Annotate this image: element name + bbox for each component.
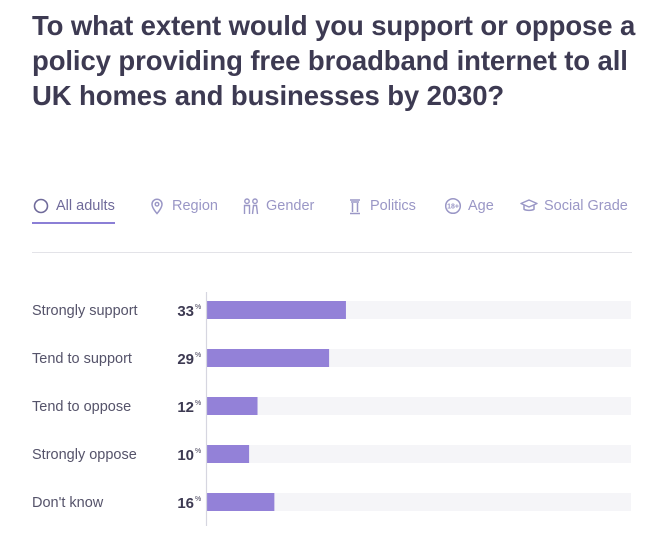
percent-sign: % xyxy=(195,304,201,311)
value-label: 33 xyxy=(177,303,194,320)
active-tab-underline xyxy=(32,222,115,224)
value-label: 16 xyxy=(177,495,194,512)
tab-age[interactable]: 18+ Age xyxy=(444,194,494,218)
bar-track xyxy=(207,349,631,367)
value-label: 29 xyxy=(177,351,194,368)
tab-social-grade-label: Social Grade xyxy=(544,198,628,214)
divider xyxy=(32,252,632,253)
age-icon: 18+ xyxy=(444,197,462,215)
percent-sign: % xyxy=(195,400,201,407)
bar xyxy=(207,349,330,367)
percent-sign: % xyxy=(195,496,201,503)
tab-gender[interactable]: Gender xyxy=(242,194,314,218)
tab-politics-label: Politics xyxy=(370,198,416,214)
page-title: To what extent would you support or oppo… xyxy=(32,10,636,111)
bar xyxy=(207,493,275,511)
tab-gender-label: Gender xyxy=(266,198,315,214)
bar xyxy=(207,445,250,463)
tab-region[interactable]: Region xyxy=(148,194,218,218)
tab-all-adults-label: All adults xyxy=(56,198,115,214)
bar xyxy=(207,301,346,319)
category-label: Don't know xyxy=(32,495,104,511)
gender-icon xyxy=(242,197,260,215)
value-label: 10 xyxy=(177,447,194,464)
category-label: Tend to oppose xyxy=(32,399,131,415)
tab-region-label: Region xyxy=(172,198,218,214)
bar-track xyxy=(207,493,631,511)
tab-politics[interactable]: Politics xyxy=(346,194,416,218)
bar-track xyxy=(207,397,631,415)
breakdown-tabs: All adults Region Gender Politics 18+ Ag… xyxy=(32,194,632,226)
bar-track xyxy=(207,301,631,319)
pillar-icon xyxy=(346,197,364,215)
tab-all-adults[interactable]: All adults xyxy=(32,194,115,224)
percent-sign: % xyxy=(195,352,201,359)
category-label: Strongly oppose xyxy=(32,447,137,463)
percent-sign: % xyxy=(195,448,201,455)
tab-age-label: Age xyxy=(468,198,494,214)
bar xyxy=(207,397,258,415)
bar-track xyxy=(207,445,631,463)
value-label: 12 xyxy=(177,399,194,416)
category-label: Tend to support xyxy=(32,351,132,367)
category-label: Strongly support xyxy=(32,303,138,319)
map-pin-icon xyxy=(148,197,166,215)
svg-text:18+: 18+ xyxy=(447,204,459,211)
tab-social-grade[interactable]: Social Grade xyxy=(520,194,628,218)
circle-icon xyxy=(32,197,50,215)
graduation-cap-icon xyxy=(520,197,538,215)
